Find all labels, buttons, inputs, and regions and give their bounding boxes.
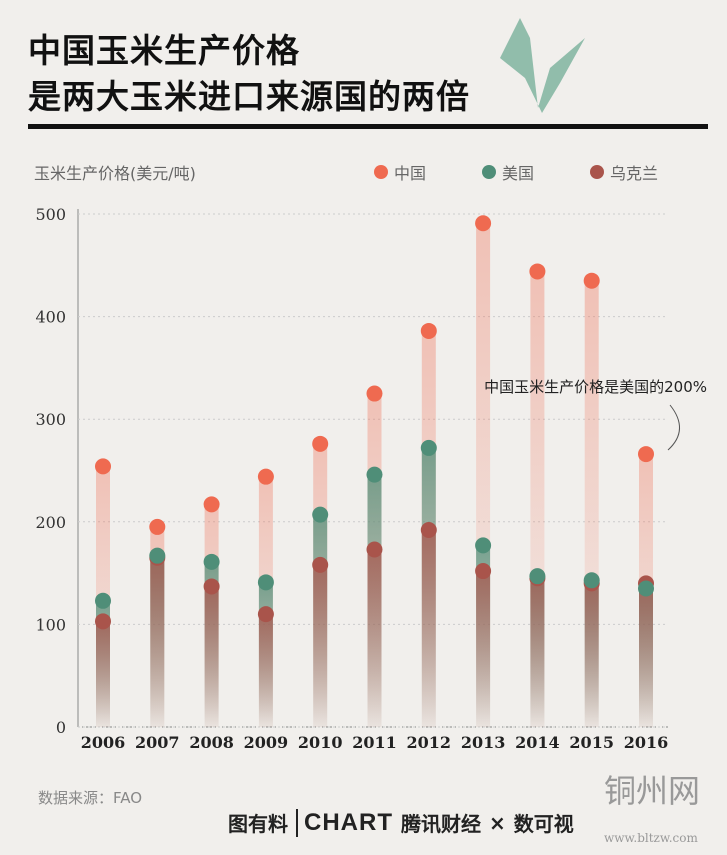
x-tick-label: 2006 bbox=[81, 733, 126, 752]
point-美国-2016 bbox=[638, 580, 654, 597]
point-中国-2013 bbox=[475, 215, 492, 232]
point-美国-2013 bbox=[475, 537, 492, 554]
title-line-2: 是两大玉米进口来源国的两倍 bbox=[28, 77, 470, 116]
x-tick-label: 2015 bbox=[569, 733, 614, 752]
point-中国-2012 bbox=[420, 322, 437, 339]
legend-china: 中国 bbox=[374, 160, 426, 184]
y-tick-label: 300 bbox=[35, 410, 66, 429]
brand-chart: CHART bbox=[296, 808, 393, 837]
y-tick-label: 100 bbox=[35, 615, 66, 634]
y-axis-label: 玉米生产价格(美元/吨) bbox=[34, 164, 196, 183]
point-中国-2009 bbox=[257, 468, 274, 485]
bar-乌克兰 bbox=[639, 583, 653, 727]
point-乌克兰-2008 bbox=[203, 578, 220, 595]
brand-tencent-finance: 腾讯财经 bbox=[401, 812, 481, 836]
legend-label: 美国 bbox=[502, 164, 535, 183]
title-line-1: 中国玉米生产价格 bbox=[28, 31, 300, 70]
bar-乌克兰 bbox=[96, 621, 110, 727]
point-中国-2010 bbox=[312, 435, 329, 452]
brand-shukeshi: 数可视 bbox=[513, 812, 574, 836]
x-tick-label: 2010 bbox=[298, 733, 343, 752]
brand-tuyouliao: 图有料 bbox=[228, 812, 288, 836]
x-tick-label: 2007 bbox=[135, 733, 180, 752]
bar-乌克兰 bbox=[476, 571, 491, 727]
watermark-url: www.bltzw.com bbox=[604, 831, 698, 845]
data-source: 数据来源：FAO bbox=[38, 789, 143, 807]
bar-乌克兰 bbox=[584, 583, 599, 727]
x-tick-label: 2008 bbox=[189, 733, 234, 752]
bar-乌克兰 bbox=[258, 614, 273, 727]
point-中国-2014 bbox=[529, 263, 546, 280]
bar-乌克兰 bbox=[530, 578, 545, 727]
legend-usa: 美国 bbox=[482, 160, 534, 184]
y-tick-label: 0 bbox=[56, 718, 66, 737]
x-tick-label: 2009 bbox=[244, 733, 289, 752]
bar-乌克兰 bbox=[421, 530, 436, 727]
point-乌克兰-2013 bbox=[475, 563, 492, 580]
bar-乌克兰 bbox=[204, 586, 219, 727]
point-中国-2007 bbox=[149, 518, 166, 535]
legend-dot-china bbox=[374, 165, 388, 179]
point-美国-2010 bbox=[312, 506, 329, 523]
x-tick-label: 2016 bbox=[624, 733, 669, 752]
point-乌克兰-2010 bbox=[312, 556, 329, 573]
point-美国-2014 bbox=[529, 568, 546, 585]
point-乌克兰-2006 bbox=[95, 613, 111, 630]
chart-plot: 0 100 200 300 400 500 2006 2007 2008 2009 2010 2011… bbox=[35, 205, 707, 752]
y-tick-label: 400 bbox=[35, 308, 66, 327]
point-美国-2007 bbox=[149, 547, 166, 564]
legend-label: 乌克兰 bbox=[610, 164, 659, 183]
x-tick-label: 2011 bbox=[352, 733, 397, 752]
point-乌克兰-2009 bbox=[257, 606, 274, 623]
corn-leaf-icon bbox=[500, 18, 585, 113]
point-乌克兰-2011 bbox=[366, 541, 383, 558]
point-中国-2006 bbox=[95, 458, 111, 475]
point-美国-2008 bbox=[203, 553, 220, 570]
point-美国-2009 bbox=[257, 574, 274, 591]
point-美国-2006 bbox=[95, 592, 111, 609]
y-tick-label: 200 bbox=[35, 513, 66, 532]
chart-title: 中国玉米生产价格 是两大玉米进口来源国的两倍 bbox=[28, 28, 470, 120]
point-美国-2011 bbox=[366, 466, 383, 483]
point-中国-2016 bbox=[638, 446, 654, 463]
point-美国-2015 bbox=[583, 572, 600, 589]
x-tick-label: 2013 bbox=[461, 733, 506, 752]
point-中国-2008 bbox=[203, 496, 220, 513]
title-divider bbox=[28, 124, 708, 129]
brand-separator: × bbox=[489, 810, 506, 835]
legend-ukraine: 乌克兰 bbox=[590, 160, 658, 184]
legend-dot-usa bbox=[482, 165, 496, 179]
annotation: 中国玉米生产价格是美国的200% bbox=[484, 378, 707, 396]
point-乌克兰-2012 bbox=[420, 522, 437, 539]
point-美国-2012 bbox=[420, 439, 437, 456]
bar-乌克兰 bbox=[313, 564, 328, 727]
legend-label: 中国 bbox=[394, 164, 427, 183]
footer-brands: 图有料 CHART 腾讯财经 × 数可视 bbox=[228, 808, 574, 837]
legend-dot-ukraine bbox=[590, 165, 604, 179]
annotation-connector bbox=[667, 404, 680, 451]
point-中国-2015 bbox=[583, 272, 600, 289]
bar-乌克兰 bbox=[150, 557, 165, 727]
y-tick-label: 500 bbox=[35, 205, 66, 224]
watermark: 铜州网 bbox=[604, 772, 701, 810]
bar-乌克兰 bbox=[367, 549, 382, 727]
x-tick-label: 2014 bbox=[515, 733, 560, 752]
point-中国-2011 bbox=[366, 385, 383, 402]
x-tick-label: 2012 bbox=[407, 733, 452, 752]
